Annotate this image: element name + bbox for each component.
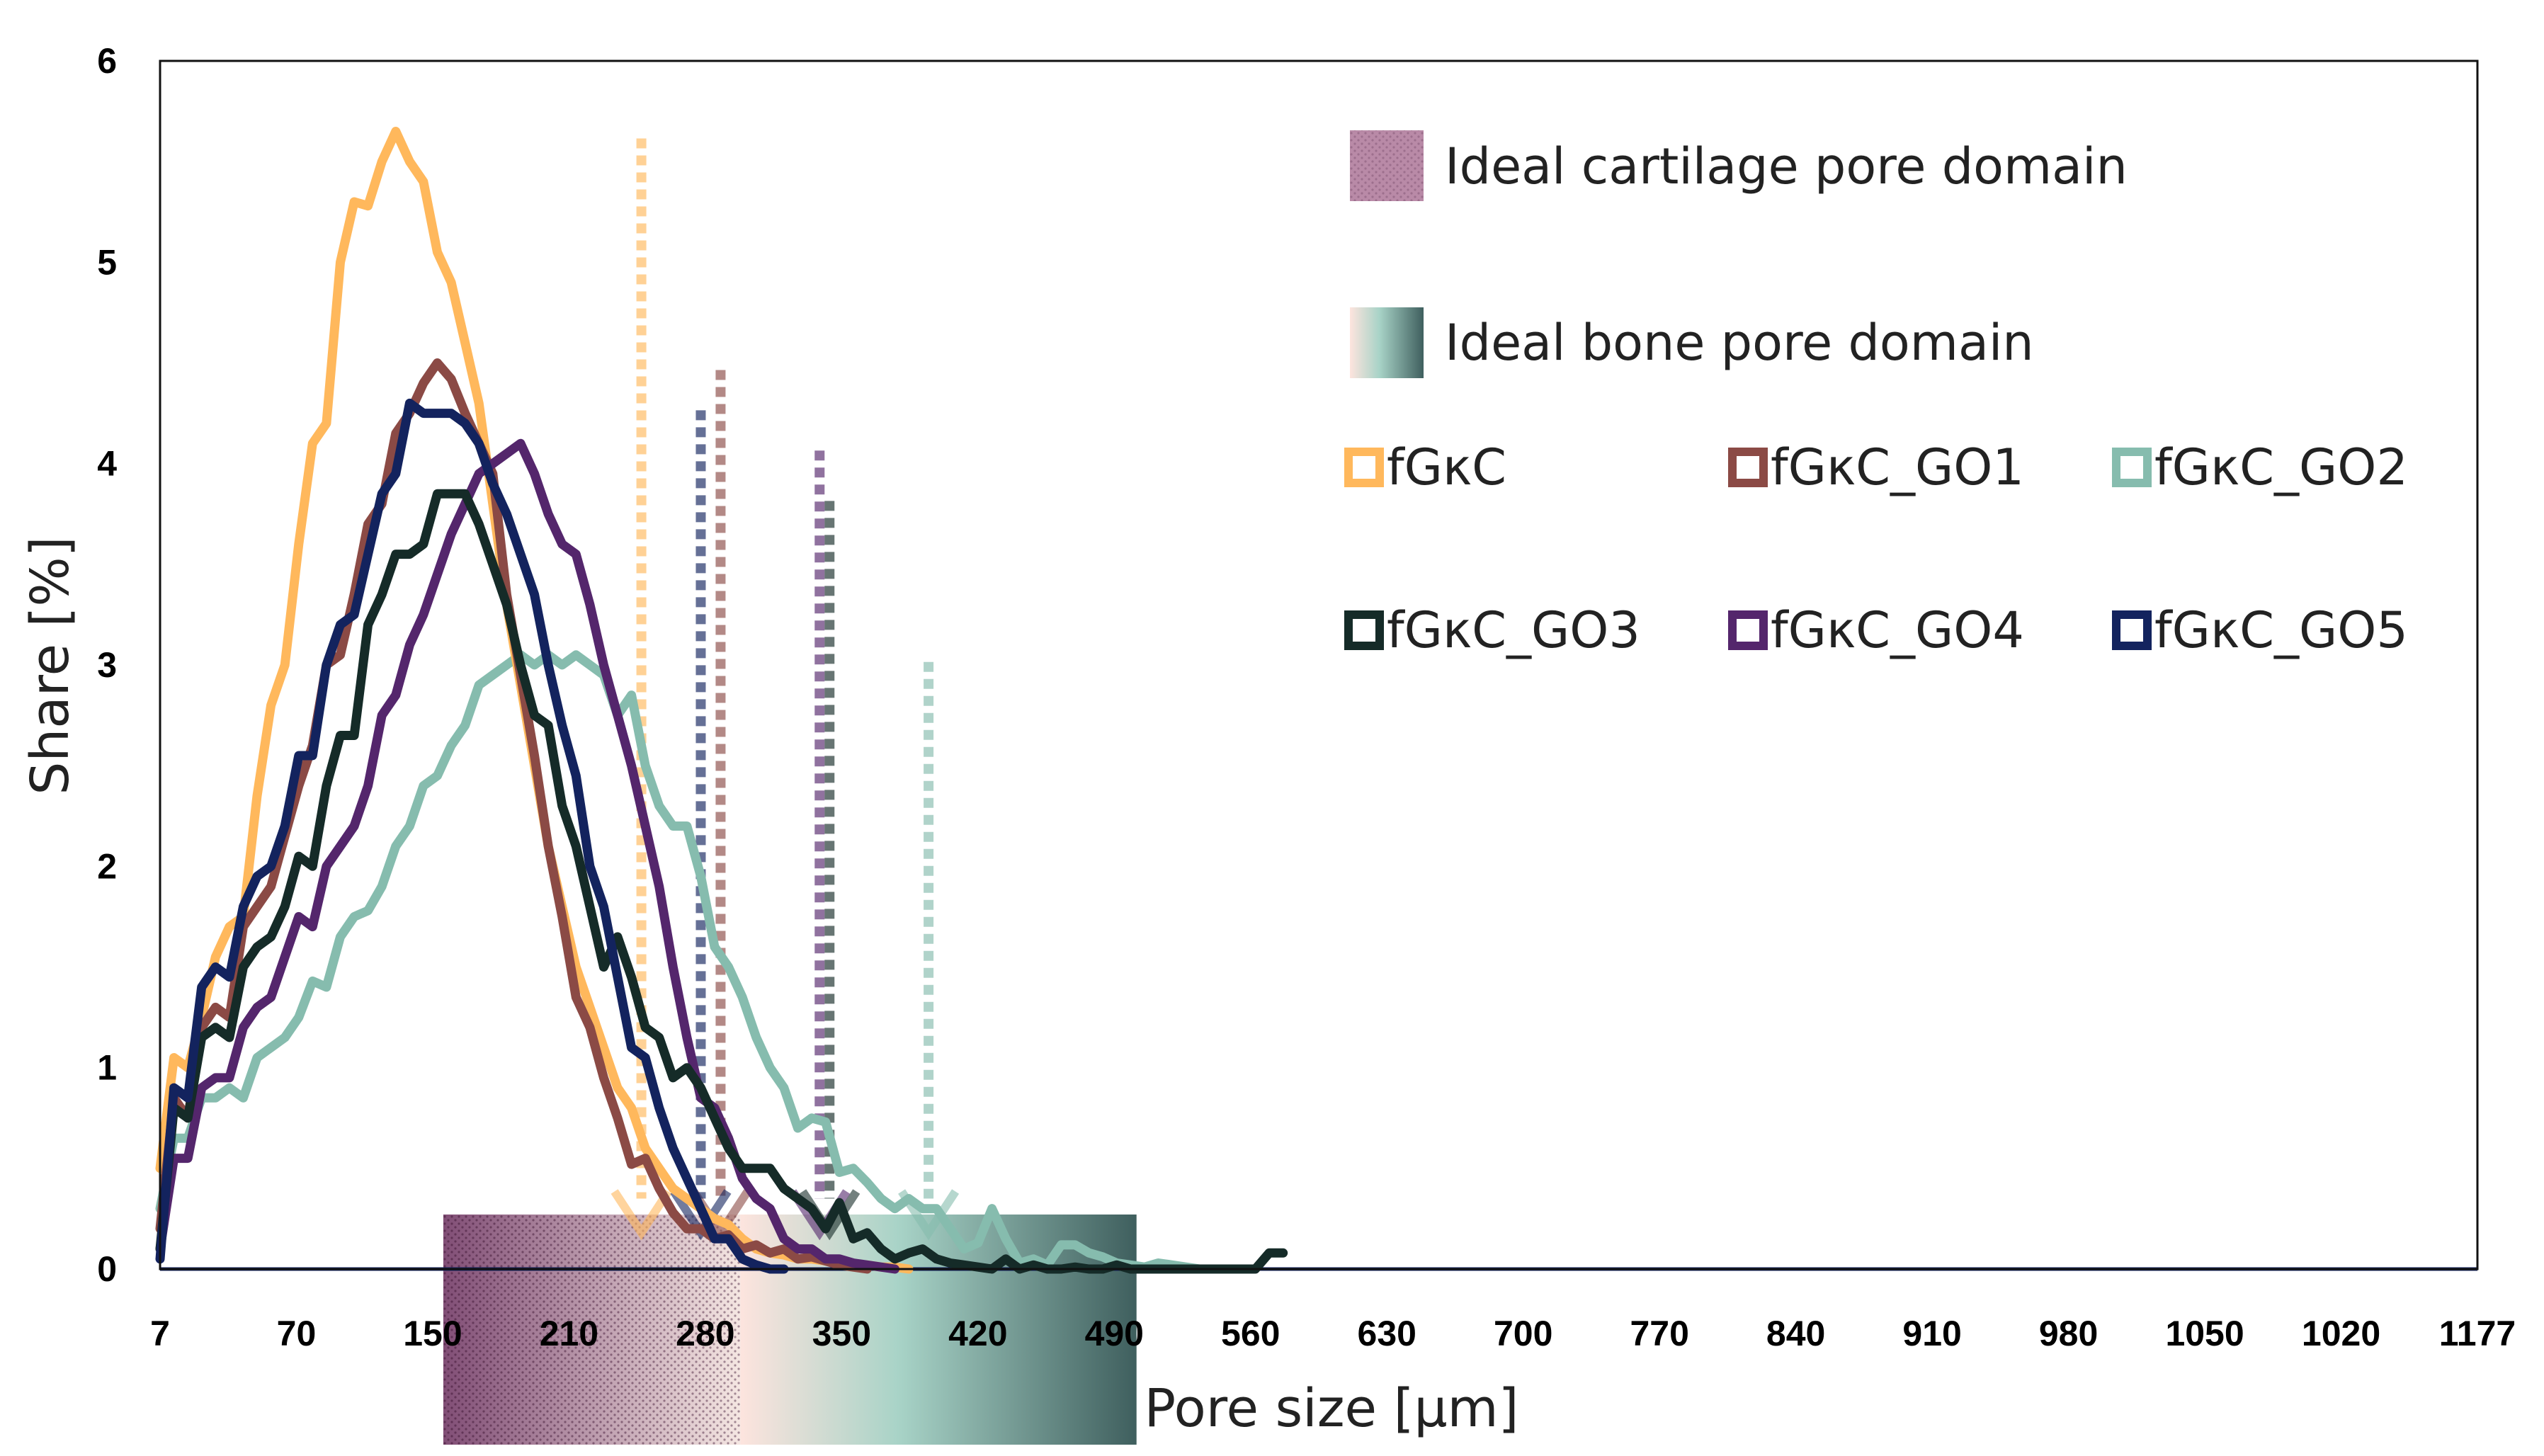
x-tick-label: 150 <box>403 1314 462 1353</box>
cartilage-domain-texture <box>443 1215 741 1445</box>
legend-label: fGκC_GO3 <box>1387 601 1640 659</box>
y-tick-label: 2 <box>97 846 117 886</box>
x-tick-label: 420 <box>948 1314 1007 1353</box>
y-axis-ticks: 0 1 2 3 4 5 6 <box>97 41 117 1289</box>
x-tick-label: 910 <box>1902 1314 1961 1353</box>
legend-marker <box>1344 610 1384 650</box>
x-tick-label: 280 <box>676 1314 734 1353</box>
legend-marker <box>2112 610 2152 650</box>
x-axis-ticks: 7 70 150 210 280 350 420 490 560 630 700 770 840 910 9… <box>150 1314 2516 1353</box>
y-tick-label: 5 <box>97 242 117 282</box>
legend-marker <box>1728 448 1768 487</box>
series-line-2 <box>155 358 872 1274</box>
legend-label: fGκC_GO1 <box>1771 438 2024 496</box>
legend-label: fGκC_GO4 <box>1771 601 2024 659</box>
series-line-3 <box>155 650 1205 1274</box>
x-tick-label: 1050 <box>2165 1314 2244 1353</box>
legend-label-bone: Ideal bone pore domain <box>1445 314 2034 372</box>
x-tick-label: 560 <box>1221 1314 1280 1353</box>
y-tick-label: 0 <box>97 1249 117 1289</box>
x-tick-label: 1020 <box>2302 1314 2380 1353</box>
legend-marker <box>1728 610 1768 650</box>
x-tick-label: 840 <box>1766 1314 1825 1353</box>
y-tick-label: 3 <box>97 645 117 685</box>
series-line-6 <box>155 398 789 1274</box>
peak-arrows <box>611 138 960 1241</box>
legend-marker <box>2112 448 2152 487</box>
y-tick-label: 4 <box>97 444 117 484</box>
plot-area-border <box>159 59 2479 1270</box>
pore-domain-bands <box>443 1215 1137 1445</box>
legend-label: fGκC_GO2 <box>2154 438 2408 496</box>
y-axis-title: Share [%] <box>20 536 81 795</box>
y-tick-label: 1 <box>97 1048 117 1088</box>
legend-label: fGκC_GO5 <box>2154 601 2408 659</box>
series-line-5 <box>155 438 899 1274</box>
x-tick-label: 350 <box>812 1314 871 1353</box>
x-axis-title: Pore size [µm] <box>1144 1378 1518 1439</box>
series-lines <box>155 127 2477 1274</box>
x-tick-label: 700 <box>1494 1314 1552 1353</box>
x-tick-label: 7 <box>150 1314 170 1353</box>
x-tick-label: 490 <box>1085 1314 1144 1353</box>
peak-arrow-head <box>611 1189 672 1241</box>
x-tick-label: 210 <box>540 1314 598 1353</box>
x-tick-label: 980 <box>2039 1314 2098 1353</box>
legend-label: fGκC <box>1387 438 1506 496</box>
legend-label-cartilage: Ideal cartilage pore domain <box>1445 137 2128 195</box>
x-tick-label: 1177 <box>2439 1314 2516 1353</box>
y-tick-label: 6 <box>97 41 117 81</box>
legend-swatch-bone <box>1350 307 1424 378</box>
x-tick-label: 630 <box>1358 1314 1416 1353</box>
x-tick-label: 770 <box>1630 1314 1688 1353</box>
x-tick-label: 70 <box>277 1314 317 1353</box>
legend-swatch-cartilage-texture <box>1350 130 1424 201</box>
legend: Ideal cartilage pore domain Ideal bone po… <box>1344 130 2408 659</box>
legend-marker <box>1344 448 1384 487</box>
